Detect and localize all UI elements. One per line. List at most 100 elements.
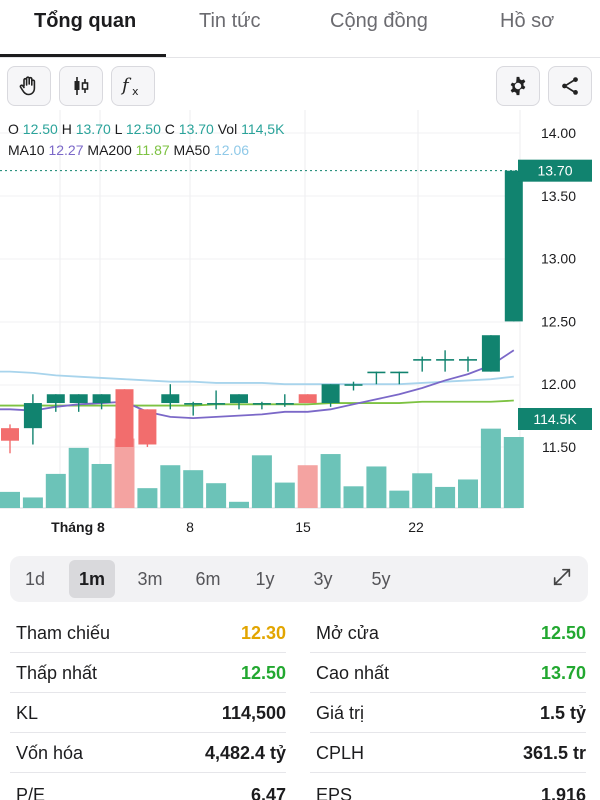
candle-body: [161, 394, 180, 404]
stat-pe: P/E 6.47: [10, 775, 286, 800]
volume-bar: [435, 486, 456, 508]
stat-label: EPS: [316, 785, 353, 800]
candle-body: [184, 403, 203, 405]
candle-body: [230, 394, 248, 404]
candle-body: [1, 428, 19, 441]
x-tick-label: Tháng 8: [51, 519, 105, 535]
expand-icon: [551, 566, 573, 593]
candle-body: [207, 403, 226, 405]
y-tick-label: 13.00: [541, 251, 576, 267]
stat-value: 4,482.4 tỷ: [204, 743, 286, 763]
volume-bar: [320, 454, 341, 508]
candle-body: [367, 371, 386, 374]
high-label: H: [61, 121, 72, 137]
close-value: 13.70: [178, 121, 214, 137]
stat-value: 6.47: [250, 785, 286, 800]
price-chart[interactable]: 13.70 14.00 13.50 13.00 12.50 12.00 11.50 114.5…: [0, 110, 600, 545]
stat-value: 1.5 tỷ: [539, 703, 586, 723]
stat-label: Tham chiếu: [16, 623, 111, 643]
ma200-label: MA200: [87, 142, 132, 158]
tab-bar: Tổng quan Tin tức Cộng đồng Hồ sơ: [0, 0, 600, 58]
candle-body: [252, 403, 271, 405]
ohlc-readout: O 12.50 H 13.70 L 12.50 C 13.70 Vol 114,…: [8, 121, 284, 137]
volume-bar: [68, 447, 89, 508]
low-value: 12.50: [125, 121, 161, 137]
range-3m[interactable]: 3m: [137, 568, 163, 589]
hand-icon: [17, 74, 41, 98]
time-range-selector: 1d 1m 3m 6m 1y 3y 5y: [10, 556, 588, 602]
volume-bar: [366, 466, 387, 508]
volume-bar: [297, 465, 318, 508]
tab-news[interactable]: Tin tức: [199, 10, 261, 32]
candle-type-button[interactable]: [59, 66, 103, 106]
volume-bar: [114, 438, 135, 508]
volume-bar: [0, 491, 20, 508]
volume-bar: [389, 490, 410, 508]
volume-bar: [137, 488, 158, 508]
chart-settings-button[interactable]: [496, 66, 540, 106]
x-tick-label: 22: [408, 519, 424, 535]
candle-body: [275, 403, 294, 405]
x-tick-label: 8: [186, 519, 194, 535]
ma-readout: MA10 12.27 MA200 11.87 MA50 12.06: [8, 142, 249, 158]
candle-body: [69, 394, 88, 404]
range-6m[interactable]: 6m: [195, 568, 221, 589]
volume-bar: [45, 473, 66, 508]
hand-tool-button[interactable]: [7, 66, 51, 106]
candle-body: [481, 335, 500, 372]
stat-shares-outstanding: CPLH 361.5 tr: [310, 733, 586, 773]
low-label: L: [114, 121, 122, 137]
svg-text:x: x: [132, 85, 139, 98]
ma50-line: [0, 370, 514, 386]
x-tick-label: 15: [295, 519, 311, 535]
y-tick-label: 13.50: [541, 188, 576, 204]
candle-body: [390, 371, 409, 374]
stat-value: 1,916: [540, 785, 586, 800]
ma10-line: [0, 349, 515, 420]
close-label: C: [164, 121, 175, 137]
volume-bar: [480, 428, 501, 508]
volume-bar: [458, 479, 478, 508]
stat-low-price: Thấp nhất 12.50: [10, 653, 286, 693]
volume-bar: [503, 437, 524, 508]
candle-body: [138, 409, 157, 445]
volume-bar: [412, 473, 433, 508]
fullscreen-button[interactable]: [548, 565, 576, 593]
volume-bar: [343, 486, 364, 508]
volume-label: Vol: [217, 121, 238, 137]
share-button[interactable]: [548, 66, 592, 106]
range-1m[interactable]: 1m: [69, 560, 115, 598]
last-price-label: 13.70: [537, 163, 572, 179]
candle-body: [92, 394, 111, 404]
active-tab-indicator: [0, 54, 166, 57]
tab-profile[interactable]: Hồ sơ: [500, 10, 555, 32]
volume-bar: [229, 501, 249, 508]
stat-label: Mở cửa: [316, 623, 379, 643]
candle-body: [504, 170, 523, 322]
volume-bar: [206, 483, 227, 508]
ma10-value: 12.27: [48, 142, 84, 158]
stat-reference-price: Tham chiếu 12.30: [10, 613, 286, 653]
stat-value: 361.5 tr: [522, 743, 586, 763]
volume-bar: [274, 482, 295, 508]
stat-value: 12.50: [540, 623, 586, 643]
range-3y[interactable]: 3y: [313, 568, 333, 589]
last-price-tag: [518, 159, 592, 182]
tab-community[interactable]: Cộng đồng: [330, 10, 428, 32]
y-tick-label: 12.50: [541, 313, 576, 329]
svg-text:f: f: [120, 75, 132, 96]
volume-bar: [22, 497, 43, 508]
chart-canvas[interactable]: 13.70 14.00 13.50 13.00 12.50 12.00 11.50 114.5…: [0, 110, 600, 545]
last-volume-label: 114.5K: [533, 411, 577, 427]
stat-label: CPLH: [316, 743, 365, 763]
stat-label: Thấp nhất: [16, 663, 98, 683]
range-1y[interactable]: 1y: [255, 568, 275, 589]
ma10-label: MA10: [8, 142, 45, 158]
stat-value: 13.70: [540, 663, 586, 683]
range-1d[interactable]: 1d: [24, 568, 46, 589]
tab-overview[interactable]: Tổng quan: [34, 10, 137, 32]
range-5y[interactable]: 5y: [371, 568, 391, 589]
stat-value: 114,500: [221, 703, 286, 723]
